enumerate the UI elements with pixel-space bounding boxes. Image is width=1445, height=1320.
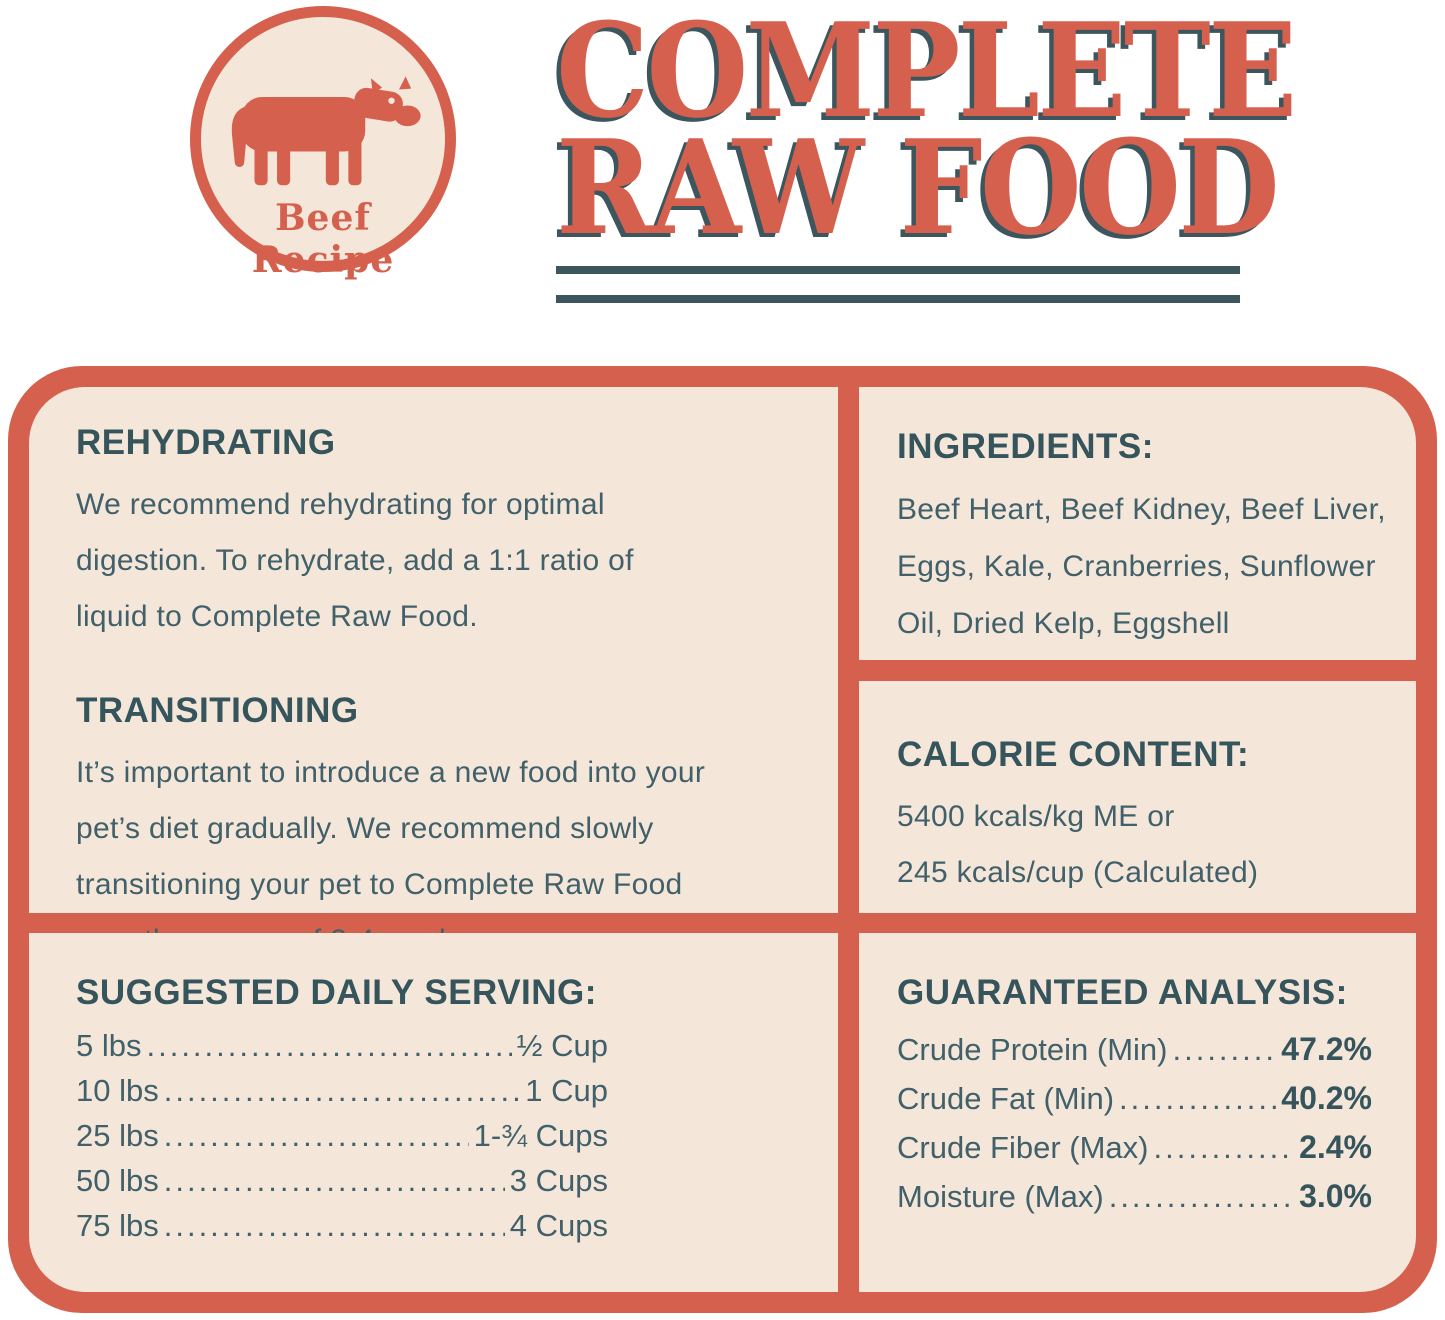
analysis-label: Crude Fiber (Max) — [897, 1130, 1149, 1165]
analysis-value: 47.2% — [1281, 1031, 1372, 1067]
serving-weight: 10 lbs — [76, 1073, 159, 1108]
serving-amount: ½ Cup — [516, 1028, 608, 1063]
serving-row: 10 lbs .................................… — [76, 1068, 608, 1113]
analysis-value: 3.0% — [1299, 1178, 1372, 1214]
serving-row: 50 lbs .................................… — [76, 1158, 608, 1203]
analysis-label: Crude Fat (Min) — [897, 1081, 1115, 1116]
panel-daily-serving: SUGGESTED DAILY SERVING: 5 lbs .........… — [29, 933, 838, 1292]
serving-amount: 1 Cup — [525, 1073, 608, 1108]
ingredients-text: Eggs, Kale, Cranberries, Sunflower — [897, 550, 1376, 583]
rehydrating-heading: REHYDRATING — [76, 423, 336, 462]
rehydrating-text: We recommend rehydrating for optimal — [76, 488, 605, 521]
dot-leader: ........................................… — [163, 1208, 505, 1243]
analysis-row: Crude Fiber (Max) ......................… — [897, 1123, 1372, 1172]
analysis-label: Moisture (Max) — [897, 1179, 1104, 1214]
analysis-row: Crude Protein (Min) ....................… — [897, 1025, 1372, 1074]
ingredients-text: Oil, Dried Kelp, Eggshell — [897, 607, 1230, 640]
serving-weight: 75 lbs — [76, 1208, 159, 1243]
transitioning-heading: TRANSITIONING — [76, 691, 359, 730]
calorie-heading: CALORIE CONTENT: — [897, 735, 1250, 774]
calorie-text: 245 kcals/cup (Calculated) — [897, 856, 1259, 889]
transitioning-text: pet’s diet gradually. We recommend slowl… — [76, 812, 654, 845]
analysis-row: Crude Fat (Min) ........................… — [897, 1074, 1372, 1123]
title-rule-bottom — [556, 295, 1240, 303]
info-card: REHYDRATING We recommend rehydrating for… — [8, 366, 1437, 1313]
panel-ingredients: INGREDIENTS: Beef Heart, Beef Kidney, Be… — [859, 387, 1416, 660]
panel-rehydrating-transitioning: REHYDRATING We recommend rehydrating for… — [29, 387, 838, 957]
dot-leader: ........................................… — [1119, 1081, 1276, 1116]
ingredients-text: Beef Heart, Beef Kidney, Beef Liver, — [897, 493, 1386, 526]
panel-calorie-content: CALORIE CONTENT: 5400 kcals/kg ME or 245… — [859, 681, 1416, 913]
rehydrating-text: liquid to Complete Raw Food. — [76, 600, 478, 633]
analysis-value: 2.4% — [1299, 1129, 1372, 1165]
dot-leader: ........................................… — [1108, 1179, 1295, 1214]
badge-label: Beef Recipe — [251, 197, 395, 281]
serving-weight: 50 lbs — [76, 1163, 159, 1198]
title-rule-top — [556, 266, 1240, 274]
analysis-row: Moisture (Max) .........................… — [897, 1172, 1372, 1221]
serving-row: 5 lbs ..................................… — [76, 1023, 608, 1068]
cow-icon — [231, 76, 421, 186]
analysis-label: Crude Protein (Min) — [897, 1032, 1168, 1067]
beef-recipe-badge: Beef Recipe — [190, 6, 456, 281]
serving-amount: 1-¾ Cups — [473, 1118, 608, 1153]
dot-leader: ........................................… — [163, 1073, 521, 1108]
rehydrating-text: digestion. To rehydrate, add a 1:1 ratio… — [76, 544, 634, 577]
serving-heading: SUGGESTED DAILY SERVING: — [76, 973, 597, 1012]
serving-row: 75 lbs .................................… — [76, 1203, 608, 1248]
analysis-value: 40.2% — [1281, 1080, 1372, 1116]
title-line-1: COMPLETE — [556, 0, 1297, 147]
page-title: COMPLETE RAW FOOD — [556, 0, 1316, 303]
panel-guaranteed-analysis: GUARANTEED ANALYSIS: Crude Protein (Min)… — [859, 933, 1416, 1292]
dot-leader: ........................................… — [1172, 1032, 1277, 1067]
ingredients-heading: INGREDIENTS: — [897, 427, 1154, 466]
title-line-2: RAW FOOD — [556, 111, 1280, 264]
transitioning-text: transitioning your pet to Complete Raw F… — [76, 868, 683, 901]
serving-amount: 4 Cups — [509, 1208, 608, 1243]
analysis-heading: GUARANTEED ANALYSIS: — [897, 973, 1348, 1012]
dot-leader: ........................................… — [1153, 1130, 1295, 1165]
serving-row: 25 lbs .................................… — [76, 1113, 608, 1158]
calorie-text: 5400 kcals/kg ME or — [897, 800, 1175, 833]
transitioning-text: It’s important to introduce a new food i… — [76, 756, 706, 789]
dot-leader: ........................................… — [163, 1163, 505, 1198]
serving-weight: 25 lbs — [76, 1118, 159, 1153]
dot-leader: ........................................… — [146, 1028, 511, 1063]
serving-weight: 5 lbs — [76, 1028, 142, 1063]
serving-amount: 3 Cups — [509, 1163, 608, 1198]
dot-leader: ........................................… — [163, 1118, 469, 1153]
